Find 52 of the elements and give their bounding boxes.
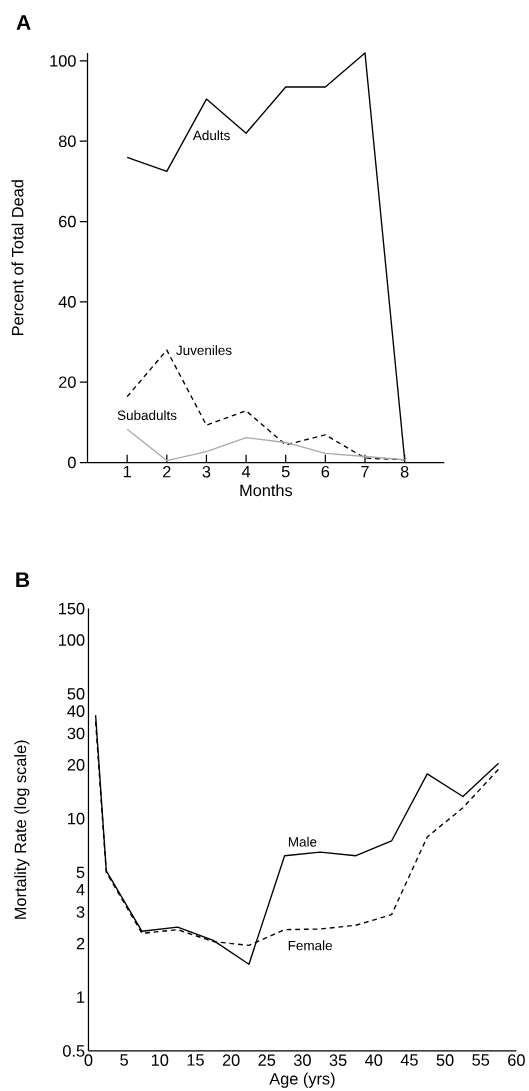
x-axis-title: Age (yrs)	[269, 1072, 335, 1088]
x-tick-label: 5	[281, 465, 290, 478]
x-tick-label: 40	[365, 1054, 383, 1066]
x-tick-label: 25	[258, 1054, 276, 1066]
line-series	[126, 428, 406, 462]
x-tick-label: 1	[124, 465, 132, 478]
x-tick-label: 15	[187, 1054, 204, 1066]
y-axis-title: Percent of Total Dead	[11, 180, 24, 335]
y-tick-label: 10	[68, 812, 85, 825]
x-tick-label: 55	[472, 1054, 490, 1066]
x-tick-label: 7	[361, 465, 369, 478]
y-axis-title: Mortality Rate (log scale)	[14, 740, 30, 919]
x-tick-label: 5	[120, 1054, 129, 1066]
series-label: Adults	[193, 130, 230, 141]
x-tick-label: 8	[400, 465, 409, 478]
y-tick-label: 40	[67, 705, 85, 717]
x-tick-label: 2	[163, 465, 171, 478]
x-tick-label: 45	[400, 1054, 418, 1066]
x-tick-label: 6	[321, 465, 330, 478]
y-tick-label: 20	[59, 376, 76, 389]
x-tick-label: 4	[242, 465, 251, 478]
series-label: Female	[288, 940, 333, 951]
x-tick-label: 20	[223, 1054, 240, 1066]
y-tick-label: 100	[59, 634, 85, 646]
x-tick-label: 0	[84, 1054, 93, 1066]
chart-title: B	[16, 572, 30, 588]
y-tick-label: 4	[76, 884, 85, 896]
x-tick-label: 30	[294, 1054, 312, 1066]
series-label: Subadults	[117, 410, 177, 421]
y-tick-label: 150	[59, 602, 85, 615]
series-label: Juveniles	[176, 345, 232, 356]
y-tick-label: 0	[68, 456, 76, 469]
x-tick-label: 3	[202, 465, 211, 478]
y-tick-label: 100	[50, 55, 76, 67]
y-tick-label: 60	[59, 215, 76, 228]
y-tick-label: 50	[67, 688, 85, 700]
y-tick-label: 5	[76, 866, 85, 879]
series-label: Male	[289, 836, 317, 847]
chart-title: A	[16, 15, 31, 30]
x-tick-label: 10	[152, 1054, 169, 1066]
y-tick-label: 0.5	[63, 1045, 85, 1057]
y-tick-label: 40	[58, 296, 76, 308]
y-tick-label: 80	[59, 135, 76, 148]
y-tick-label: 30	[67, 727, 85, 740]
y-tick-label: 1	[77, 991, 85, 1003]
x-tick-label: 35	[329, 1054, 347, 1066]
x-tick-label: 60	[508, 1054, 526, 1066]
y-tick-label: 20	[67, 759, 85, 771]
y-tick-label: 2	[76, 937, 85, 950]
y-tick-label: 3	[76, 906, 85, 918]
x-axis-title: Months	[240, 484, 293, 497]
x-tick-label: 50	[436, 1054, 454, 1066]
